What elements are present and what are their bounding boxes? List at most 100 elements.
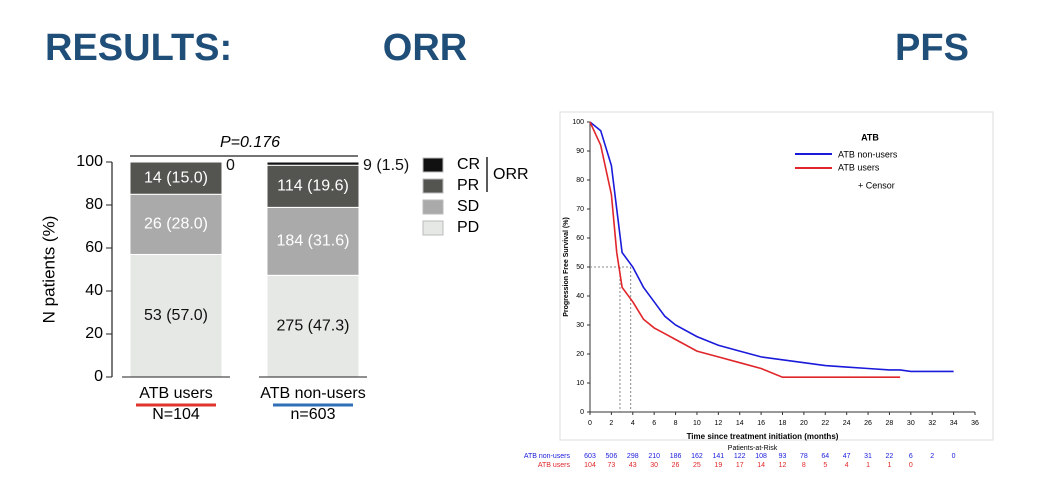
risk-count: 162: [691, 453, 703, 460]
risk-title: Patients-at-Risk: [728, 445, 778, 452]
risk-count: 12: [779, 462, 787, 469]
risk-row-label: ATB users: [538, 462, 571, 469]
y-tick-label: 20: [576, 351, 584, 358]
risk-count: 6: [909, 453, 913, 460]
risk-count: 73: [607, 462, 615, 469]
x-tick-label: 4: [631, 420, 635, 427]
y-tick-label: 0: [94, 368, 103, 385]
x-tick-label: 2: [609, 420, 613, 427]
y-tick-label: 60: [85, 239, 103, 256]
x-tick-label: 26: [864, 420, 872, 427]
x-tick-label: 14: [736, 420, 744, 427]
risk-count: 30: [650, 462, 658, 469]
x-tick-label: 6: [652, 420, 656, 427]
x-tick-label: 32: [928, 420, 936, 427]
y-tick-label: 50: [576, 264, 584, 271]
value-label: 9 (1.5): [363, 157, 409, 174]
chart-title: ORR: [383, 27, 467, 69]
risk-count: 141: [712, 453, 724, 460]
legend-swatch: [422, 178, 444, 194]
legend-title: ATB: [861, 132, 879, 142]
value-label: 53 (57.0): [144, 307, 208, 324]
risk-count: 93: [779, 453, 787, 460]
bar-segment: [266, 206, 360, 276]
risk-row-label: ATB non-users: [524, 453, 571, 460]
x-axis-label: Time since treatment initiation (months): [687, 432, 839, 441]
risk-count: 47: [843, 453, 851, 460]
legend-swatch: [422, 199, 444, 215]
value-label: 184 (31.6): [277, 233, 350, 250]
risk-count: 210: [648, 453, 660, 460]
x-tick-label: 28: [886, 420, 894, 427]
risk-count: 5: [823, 462, 827, 469]
annotation: ORR: [493, 166, 529, 183]
legend-label: PR: [457, 177, 479, 194]
risk-count: 25: [693, 462, 701, 469]
x-tick-label: 16: [757, 420, 765, 427]
slide-title: RESULTS:: [45, 27, 232, 69]
risk-count: 122: [734, 453, 746, 460]
risk-count: 78: [800, 453, 808, 460]
y-tick-label: 40: [576, 293, 584, 300]
y-tick-label: 100: [572, 119, 584, 126]
x-tick-label: 18: [779, 420, 787, 427]
legend-label: CR: [457, 156, 480, 173]
bar-segment: [129, 161, 223, 195]
value-label: 275 (47.3): [277, 317, 350, 334]
y-tick-label: 20: [85, 325, 103, 342]
category-note: n=603: [291, 406, 336, 423]
legend-label: ATB non-users: [838, 149, 898, 159]
x-tick-label: 0: [588, 420, 592, 427]
value-label: 114 (19.6): [277, 178, 349, 195]
y-tick-label: 30: [576, 322, 584, 329]
legend-swatch: [422, 220, 444, 236]
risk-count: 0: [909, 462, 913, 469]
risk-count: 104: [584, 462, 596, 469]
plot-frame: [559, 111, 994, 441]
y-tick-label: 40: [85, 282, 103, 299]
x-tick-label: 22: [821, 420, 829, 427]
y-axis-label: Progression Free Survival (%): [563, 217, 570, 317]
y-tick-label: 80: [576, 177, 584, 184]
annotation: P=0.176: [220, 134, 280, 151]
y-axis-label: N patients (%): [39, 216, 58, 324]
risk-count: 0: [952, 453, 956, 460]
legend-swatch: [422, 157, 444, 173]
risk-count: 4: [845, 462, 849, 469]
risk-count: 26: [672, 462, 680, 469]
risk-count: 2: [930, 453, 934, 460]
risk-count: 64: [821, 453, 829, 460]
risk-count: 108: [755, 453, 767, 460]
y-tick-label: 70: [576, 206, 584, 213]
x-tick-label: 8: [674, 420, 678, 427]
y-tick-label: 80: [85, 196, 103, 213]
x-tick-label: ATB non-users: [260, 385, 366, 402]
risk-count: 19: [714, 462, 722, 469]
risk-count: 298: [627, 453, 639, 460]
risk-count: 506: [606, 453, 618, 460]
value-label: 14 (15.0): [144, 169, 208, 186]
risk-count: 186: [670, 453, 682, 460]
risk-count: 603: [584, 453, 596, 460]
legend-label: SD: [457, 198, 479, 215]
legend-note: + Censor: [858, 180, 895, 190]
chart-title: PFS: [895, 27, 969, 69]
legend-label: ATB users: [838, 162, 880, 172]
legend-label: PD: [457, 219, 479, 236]
risk-count: 1: [866, 462, 870, 469]
risk-count: 43: [629, 462, 637, 469]
survival-line: [589, 121, 901, 379]
x-tick-label: 34: [950, 420, 958, 427]
risk-count: 22: [886, 453, 894, 460]
risk-count: 17: [736, 462, 744, 469]
category-note: N=104: [152, 406, 200, 423]
y-tick-label: 0: [580, 409, 584, 416]
bar-segment: [266, 161, 360, 166]
x-tick-label: 10: [693, 420, 701, 427]
bar-segment: [266, 164, 360, 208]
x-tick-label: 36: [971, 420, 979, 427]
risk-count: 31: [864, 453, 872, 460]
x-tick-label: 12: [714, 420, 722, 427]
risk-count: 1: [887, 462, 891, 469]
